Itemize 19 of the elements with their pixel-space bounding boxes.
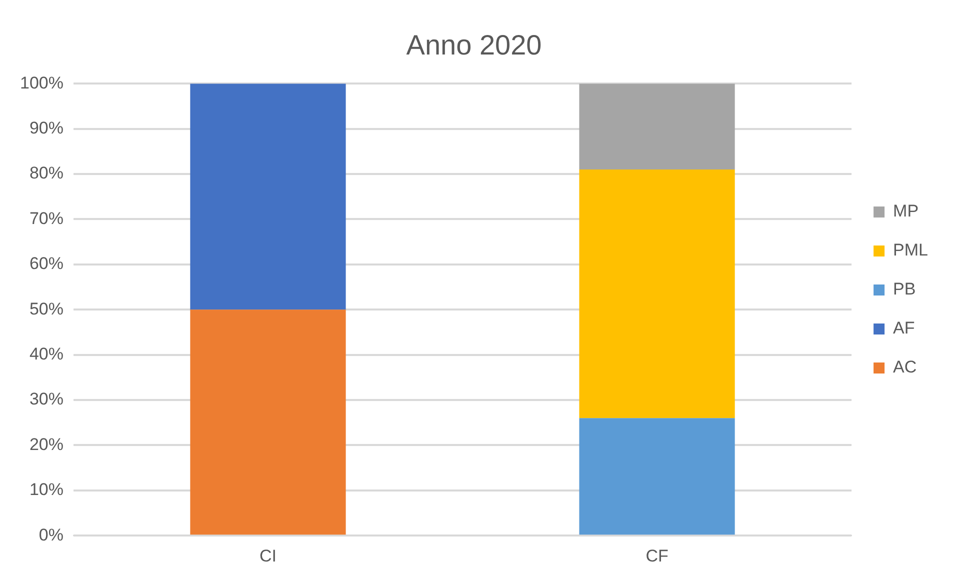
legend-label: AC (893, 358, 917, 377)
legend-label: AF (893, 318, 915, 338)
y-tick-label: 90% (29, 118, 64, 138)
y-tick-label: 30% (29, 390, 64, 409)
chart-title: Anno 2020 (406, 30, 542, 61)
y-tick-label: 80% (29, 164, 64, 183)
y-tick-label: 10% (29, 480, 64, 500)
legend-label: PML (893, 240, 928, 260)
y-tick-label: 50% (29, 299, 64, 318)
y-tick-label: 0% (38, 525, 64, 544)
y-tick-label: 20% (29, 434, 64, 454)
y-tick-label: 70% (29, 208, 64, 228)
x-tick-label: CI (259, 546, 276, 566)
legend-label: MP (893, 202, 919, 221)
y-tick-label: 100% (20, 73, 64, 92)
x-tick-label: CF (646, 546, 668, 566)
legend-label: PB (893, 280, 916, 299)
y-tick-label: 60% (29, 254, 64, 274)
y-tick-label: 40% (29, 344, 64, 364)
